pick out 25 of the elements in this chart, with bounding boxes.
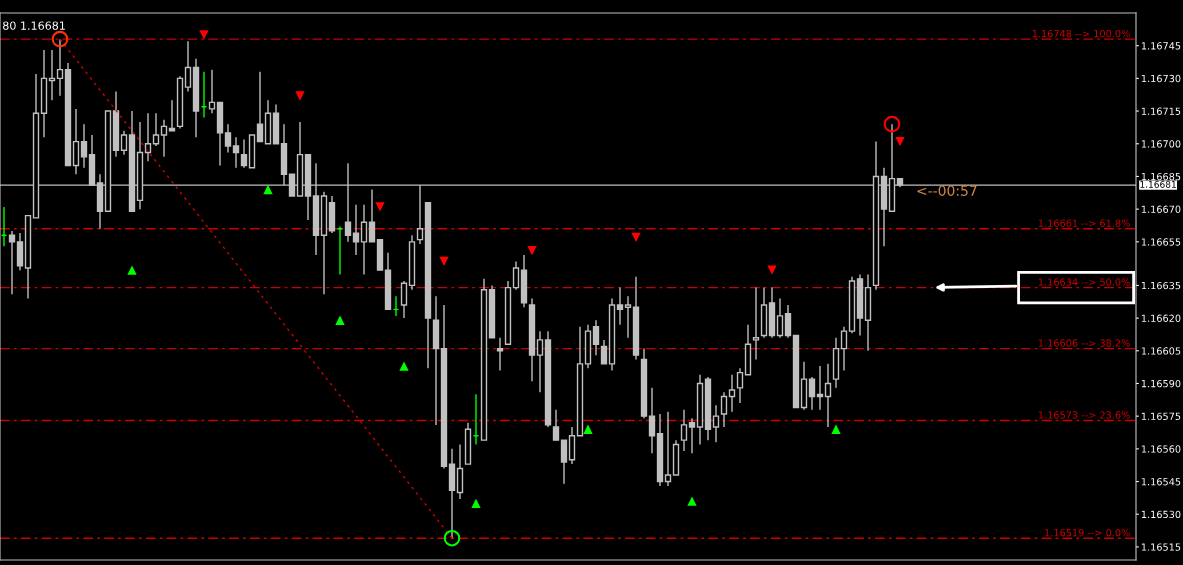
- ref-line-label: 1.16573 --> 23.6%: [1038, 411, 1130, 419]
- y-tick-label: 1.16545: [1141, 478, 1181, 486]
- y-tick-label: 1.16575: [1141, 412, 1181, 420]
- y-tick-label: 1.16530: [1141, 510, 1181, 519]
- y-tick-label: 1.16620: [1141, 314, 1181, 322]
- ref-line-label: 1.16519 --> 0.0%: [1045, 528, 1130, 537]
- annotation: <--00:57: [917, 185, 977, 196]
- ref-line-label: 1.16681: [1140, 180, 1176, 188]
- y-tick-label: 1.16605: [1141, 347, 1181, 355]
- y-tick-label: 1.16590: [1141, 379, 1181, 388]
- y-tick-label: 1.16685: [1141, 172, 1181, 181]
- y-tick-label: 1.16635: [1141, 281, 1181, 290]
- annotation: 80 1.16681: [3, 21, 65, 30]
- y-tick-label: 1.16730: [1141, 74, 1181, 83]
- ref-line-label: 1.16634 --> 50.0%: [1038, 278, 1130, 286]
- y-tick-label: 1.16700: [1141, 140, 1181, 148]
- y-tick-label: 1.16515: [1141, 543, 1181, 551]
- y-tick-label: 1.16745: [1141, 42, 1181, 50]
- y-tick-label: 1.16715: [1141, 107, 1181, 115]
- y-tick-label: 1.16655: [1141, 238, 1181, 246]
- ref-line-label: 1.16661 --> 61.8%: [1038, 219, 1130, 227]
- ref-line-label: 1.16606 --> 38.2%: [1038, 339, 1130, 347]
- y-tick-label: 1.16670: [1141, 205, 1181, 213]
- ref-line-label: 1.16748 --> 100.0%: [1032, 29, 1130, 38]
- y-tick-label: 1.16560: [1141, 445, 1181, 453]
